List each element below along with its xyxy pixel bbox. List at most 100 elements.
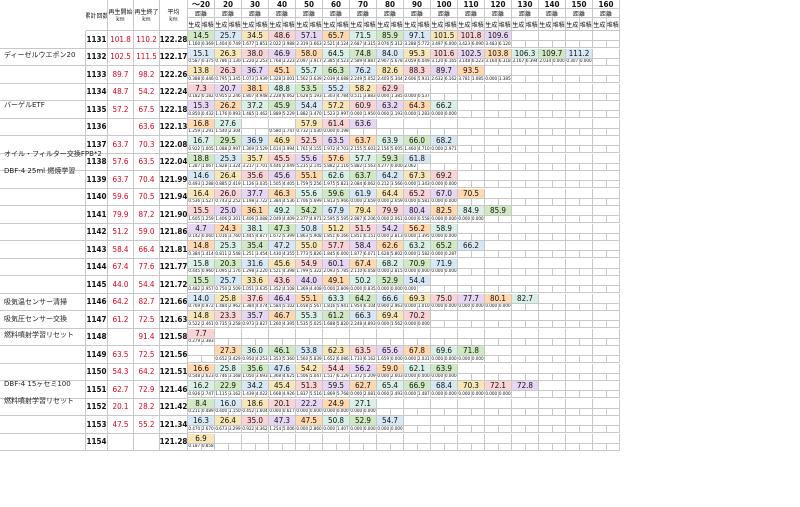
distance-value: 111.2 (566, 48, 593, 59)
gen-value (566, 76, 580, 84)
gen-value: 0.000 (431, 198, 445, 206)
distance-value: 70.2 (404, 311, 431, 322)
gen-value: 2.385 (323, 58, 337, 66)
distance-value: 57.7 (323, 241, 350, 252)
acc-value (525, 373, 539, 381)
acc-value (579, 181, 593, 189)
row-count: 1136 (86, 118, 108, 136)
gen-value: 1.628 (377, 251, 391, 259)
row-start: 57.2 (108, 101, 134, 119)
gen-value: 0.786 (215, 58, 229, 66)
gen-value (512, 128, 526, 136)
distance-value: 75.0 (431, 293, 458, 304)
distance-value (458, 223, 485, 234)
distance-value: 26.2 (215, 101, 242, 112)
gen-value (512, 146, 526, 154)
gen-value: 1.672 (269, 233, 283, 241)
gen-value (593, 251, 607, 259)
note-cell (0, 293, 86, 311)
distance-value: 16.6 (188, 363, 215, 374)
gen-value (539, 303, 553, 311)
gen-value: 1.384 (269, 198, 283, 206)
distance-value (539, 136, 566, 147)
distance-value: 47.2 (269, 241, 296, 252)
gen-value (593, 443, 607, 451)
gen-value (458, 373, 472, 381)
gen-value: 1.505 (269, 181, 283, 189)
distance-value: 25.7 (215, 276, 242, 287)
acc-value (606, 373, 620, 381)
acc-value (390, 443, 404, 451)
distance-value: 79.4 (350, 206, 377, 217)
gen-value: 0.000 (404, 251, 418, 259)
sub-acc-label: 堆積 (444, 18, 458, 31)
distance-value (566, 66, 593, 77)
distance-value (593, 293, 620, 304)
gen-value (485, 356, 499, 364)
distance-value: 54.4 (296, 101, 323, 112)
sub-gen-label: 生成 (188, 18, 202, 31)
gen-value (593, 338, 607, 346)
acc-value (498, 146, 512, 154)
acc-value: 0.000 (444, 356, 458, 364)
distance-value (485, 83, 512, 94)
acc-value (606, 286, 620, 294)
acc-value: 6.206 (363, 216, 377, 224)
gen-value: 1.706 (296, 198, 310, 206)
acc-value: 3.470 (309, 111, 323, 119)
gen-value: 0.000 (485, 76, 499, 84)
distance-value: 101.8 (458, 31, 485, 42)
acc-value: 0.287 (444, 251, 458, 259)
distance-value (566, 188, 593, 199)
distance-value: 80.4 (404, 206, 431, 217)
row-end: 67.5 (134, 101, 160, 119)
gen-value (593, 408, 607, 416)
distance-value: 48.6 (269, 31, 296, 42)
distance-value (458, 398, 485, 409)
gen-value: 0.000 (404, 198, 418, 206)
acc-value: 1.067 (201, 163, 215, 171)
acc-value (552, 443, 566, 451)
gen-value (458, 408, 472, 416)
distance-value: 48.8 (269, 83, 296, 94)
distance-value: 63.9 (377, 136, 404, 147)
acc-value (579, 408, 593, 416)
acc-value: 4.362 (255, 426, 269, 434)
gen-value: 0.811 (215, 251, 229, 259)
distance-value (539, 363, 566, 374)
gen-value (566, 146, 580, 154)
distance-value: 84.9 (458, 206, 485, 217)
distance-value (458, 363, 485, 374)
band-header: 20 (215, 0, 242, 9)
acc-value: 5.052 (363, 76, 377, 84)
acc-value: 6.151 (363, 233, 377, 241)
distance-value: 69.6 (431, 346, 458, 357)
distance-value (458, 118, 485, 129)
acc-value (552, 426, 566, 434)
acc-value: 2.253 (255, 58, 269, 66)
acc-value: 0.000 (444, 198, 458, 206)
distance-value: 52.9 (377, 276, 404, 287)
acc-value (498, 251, 512, 259)
distance-value (512, 276, 539, 287)
header-end: 再生終了 km (134, 0, 160, 31)
gen-value (593, 321, 607, 329)
gen-value: 2.589 (350, 58, 364, 66)
maintenance-note: 燃料噴射学習リセット (4, 396, 74, 405)
distance-value: 68.2 (377, 258, 404, 269)
acc-value (606, 268, 620, 276)
band-sublabel: 距離 (593, 9, 620, 18)
gen-value (377, 338, 391, 346)
row-avg: 121.77 (160, 258, 188, 276)
acc-value: 1.130 (228, 58, 242, 66)
acc-value (525, 233, 539, 241)
acc-value: 5.772 (417, 41, 431, 49)
gen-value: 0.000 (350, 111, 364, 119)
distance-value: 62.6 (377, 241, 404, 252)
row-end: 66.4 (134, 241, 160, 259)
acc-value: 0.000 (444, 303, 458, 311)
sub-acc-label: 堆積 (228, 18, 242, 31)
acc-value: 3.529 (255, 146, 269, 154)
gen-value: 1.484 (215, 303, 229, 311)
distance-value: 65.7 (323, 31, 350, 42)
